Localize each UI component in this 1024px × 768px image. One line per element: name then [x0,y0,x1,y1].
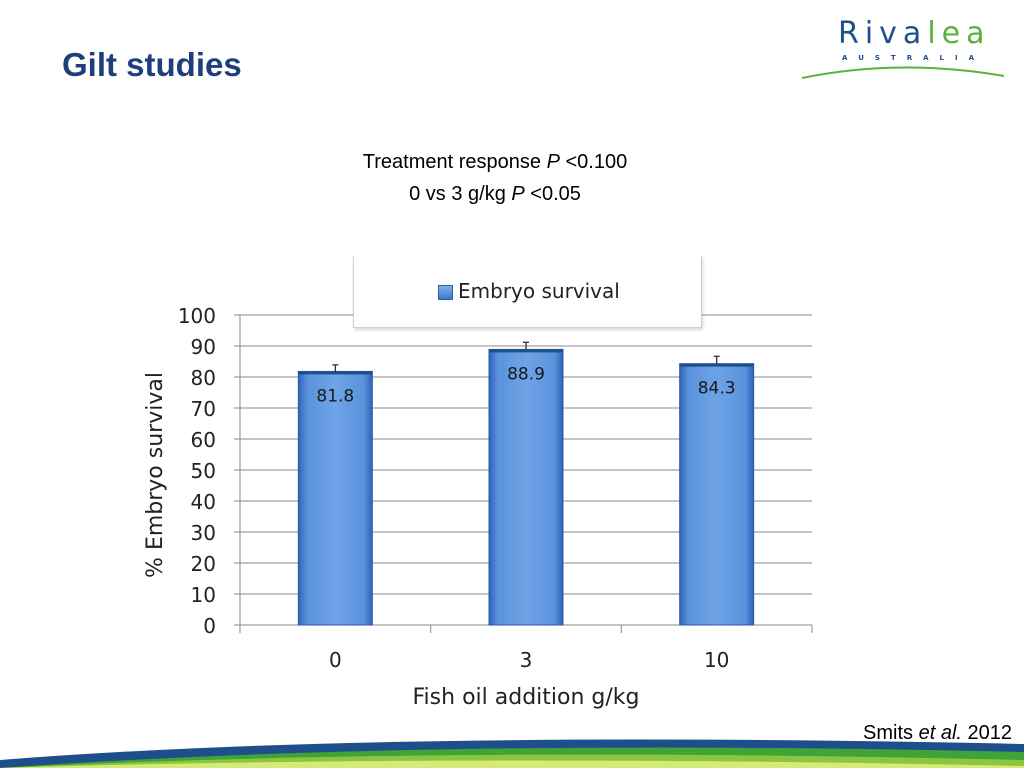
bar-3 [488,348,564,626]
legend-swatch [438,285,453,300]
x-tick-label: 0 [329,648,342,672]
logo-word-part2: lea [927,16,991,51]
y-tick-label: 40 [191,490,216,514]
logo-wordmark: Rivalea [838,16,991,51]
legend-label: Embryo survival [458,279,620,303]
y-tick-label: 50 [191,459,216,483]
y-tick-label: 100 [178,304,216,328]
y-axis-title: % Embryo survival [143,372,168,578]
y-tick-label: 20 [191,552,216,576]
bar-top-cap [298,371,373,375]
subtitle-line2-text: 0 vs 3 g/kg [409,183,506,205]
bar-top-cap [679,363,754,367]
subtitle-line2-value: <0.05 [530,183,581,205]
bar-top-cap [489,349,563,353]
citation: Smits et al. 2012 [863,722,1012,745]
subtitle-treatment-response: Treatment response P <0.100 [300,151,690,174]
chart-legend: Embryo survival [353,256,702,328]
y-tick-label: 80 [191,366,216,390]
subtitle-line1-text: Treatment response [362,151,542,173]
x-tick-label: 3 [520,648,533,672]
bar-0 [297,370,373,626]
rivalea-logo: Rivalea AUSTRALIA [800,12,1010,79]
data-label: 88.9 [507,364,545,384]
subtitle-comparison: 0 vs 3 g/kg P <0.05 [300,183,690,206]
x-axis-title: Fish oil addition g/kg [413,685,640,710]
x-tick-label: 10 [704,648,729,672]
footer-swoosh-icon [0,739,1024,768]
data-label: 84.3 [698,379,736,399]
y-tick-label: 70 [191,397,216,421]
y-tick-label: 90 [191,335,216,359]
data-label: 81.8 [316,386,354,406]
citation-name: Smits [863,722,914,744]
citation-year: 2012 [967,722,1013,744]
y-tick-label: 10 [191,583,216,607]
subtitle-line2-p: P [511,183,525,205]
logo-swoosh-icon [801,66,1005,79]
y-tick-label: 0 [203,614,216,638]
y-tick-label: 30 [191,521,216,545]
bar-10 [679,363,755,626]
subtitle-line1-value: <0.100 [565,151,628,173]
logo-subtitle: AUSTRALIA [842,54,985,62]
logo-word-part1: Riva [838,16,928,51]
citation-etal: et al. [918,722,962,744]
subtitle-line1-p: P [546,151,560,173]
page-title: Gilt studies [62,46,242,83]
y-tick-label: 60 [191,428,216,452]
